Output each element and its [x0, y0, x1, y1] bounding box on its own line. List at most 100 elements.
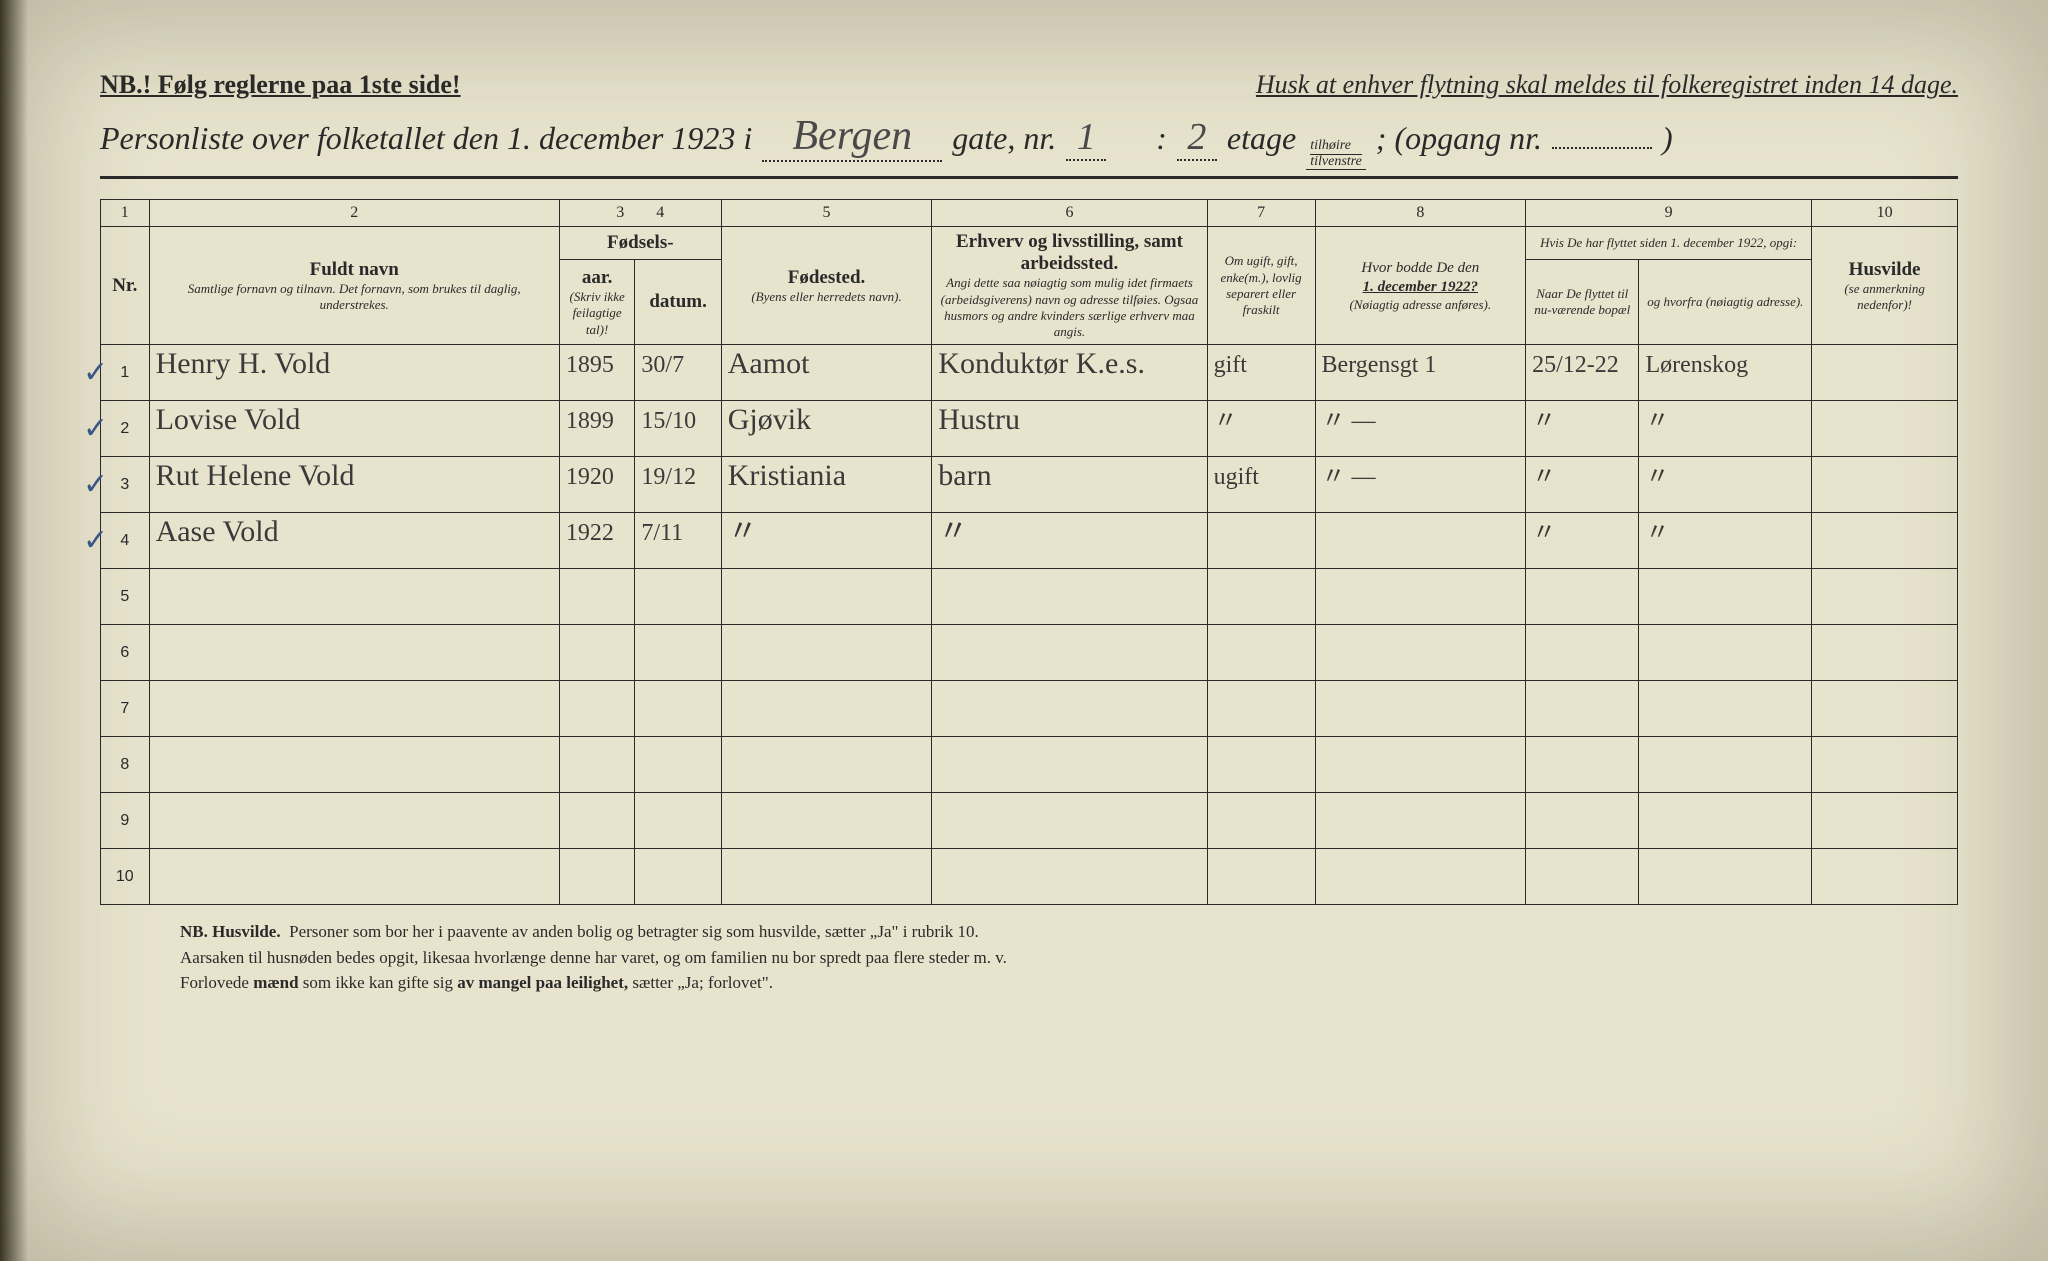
table-row: ✓1Henry H. Vold189530/7AamotKonduktør K.…	[101, 345, 1958, 401]
cell-bodde	[1315, 681, 1526, 737]
cell-name	[149, 569, 559, 625]
cell-erhverv: Konduktør K.e.s.	[932, 345, 1207, 401]
cell-husvilde	[1812, 681, 1958, 737]
row-number: 9	[101, 793, 150, 849]
side-fraction: tilhøire tilvenstre	[1306, 139, 1366, 170]
hdr-hvorfra: og hvorfra (nøiagtig adresse).	[1639, 260, 1812, 345]
cell-fodested	[721, 625, 932, 681]
cell-aar: 1895	[559, 345, 635, 401]
table-row: ✓3Rut Helene Vold192019/12Kristianiabarn…	[101, 457, 1958, 513]
colnum-6: 6	[932, 200, 1207, 227]
cell-husvilde	[1812, 737, 1958, 793]
cell-bodde	[1315, 737, 1526, 793]
colnum-2: 2	[149, 200, 559, 227]
census-table: 1 2 3 4 5 6 7 8 9 10 Nr. Fuldt navn Samt…	[100, 199, 1958, 905]
cell-husvilde	[1812, 625, 1958, 681]
hdr-aar: aar. (Skriv ikke feilagtige tal)!	[559, 260, 635, 345]
cell-naar	[1526, 681, 1639, 737]
frac-bot: tilvenstre	[1310, 155, 1362, 170]
cell-aar	[559, 625, 635, 681]
cell-bodde	[1315, 569, 1526, 625]
etage-label: etage	[1227, 120, 1296, 157]
hdr-datum: datum.	[635, 260, 721, 345]
cell-fodested	[721, 849, 932, 905]
check-icon: ✓	[83, 467, 108, 502]
cell-husvilde	[1812, 849, 1958, 905]
row-number: ✓4	[101, 513, 150, 569]
colnum-1: 1	[101, 200, 150, 227]
nb-follow-rules: NB.! Følg reglerne paa 1ste side!	[100, 70, 461, 100]
footnote-l2: Aarsaken til husnøden bedes opgit, likes…	[180, 948, 1007, 967]
cell-hvorfra: 〃	[1639, 513, 1812, 569]
cell-civil	[1207, 793, 1315, 849]
cell-erhverv: Hustru	[932, 401, 1207, 457]
table-row: 6	[101, 625, 1958, 681]
cell-erhverv	[932, 849, 1207, 905]
hdr-fodested: Fødested. (Byens eller herredets navn).	[721, 227, 932, 345]
cell-hvorfra	[1639, 793, 1812, 849]
cell-fodested: 〃	[721, 513, 932, 569]
cell-erhverv	[932, 625, 1207, 681]
colnum-3-4: 3 4	[559, 200, 721, 227]
footnote: NB. Husvilde. Personer som bor her i paa…	[100, 919, 1958, 996]
cell-fodested	[721, 793, 932, 849]
gate-label: gate, nr.	[952, 120, 1056, 157]
colnum-8: 8	[1315, 200, 1526, 227]
hdr-fodsels: Fødsels-	[559, 227, 721, 260]
cell-aar	[559, 569, 635, 625]
hdr-civil: Om ugift, gift, enke(m.), lovlig separer…	[1207, 227, 1315, 345]
cell-name	[149, 793, 559, 849]
colnum-7: 7	[1207, 200, 1315, 227]
cell-naar	[1526, 737, 1639, 793]
cell-husvilde	[1812, 513, 1958, 569]
cell-datum: 19/12	[635, 457, 721, 513]
row-number: 10	[101, 849, 150, 905]
colnum-10: 10	[1812, 200, 1958, 227]
cell-hvorfra	[1639, 625, 1812, 681]
cell-datum	[635, 849, 721, 905]
cell-datum	[635, 793, 721, 849]
row-number: 5	[101, 569, 150, 625]
cell-fodested	[721, 737, 932, 793]
cell-erhverv: barn	[932, 457, 1207, 513]
title-line: Personliste over folketallet den 1. dece…	[100, 112, 1958, 179]
cell-hvorfra: 〃	[1639, 457, 1812, 513]
cell-name: Aase Vold	[149, 513, 559, 569]
hdr-erhverv: Erhverv og livsstilling, samt arbeidsste…	[932, 227, 1207, 345]
cell-bodde	[1315, 793, 1526, 849]
cell-datum: 30/7	[635, 345, 721, 401]
cell-civil	[1207, 625, 1315, 681]
cell-fodested	[721, 681, 932, 737]
cell-husvilde	[1812, 793, 1958, 849]
cell-erhverv	[932, 793, 1207, 849]
cell-civil	[1207, 849, 1315, 905]
cell-erhverv: 〃	[932, 513, 1207, 569]
cell-erhverv	[932, 569, 1207, 625]
cell-naar	[1526, 849, 1639, 905]
cell-name	[149, 737, 559, 793]
table-row: ✓4Aase Vold19227/11〃〃〃〃	[101, 513, 1958, 569]
row-number: ✓1	[101, 345, 150, 401]
cell-naar: 〃	[1526, 513, 1639, 569]
cell-name	[149, 681, 559, 737]
census-form: NB.! Følg reglerne paa 1ste side! Husk a…	[40, 20, 2018, 1231]
cell-name: Lovise Vold	[149, 401, 559, 457]
cell-hvorfra	[1639, 849, 1812, 905]
cell-aar: 1922	[559, 513, 635, 569]
cell-name: Henry H. Vold	[149, 345, 559, 401]
cell-datum: 7/11	[635, 513, 721, 569]
row-number: 6	[101, 625, 150, 681]
row-number: ✓2	[101, 401, 150, 457]
cell-datum	[635, 625, 721, 681]
frac-top: tilhøire	[1310, 139, 1362, 155]
cell-erhverv	[932, 681, 1207, 737]
cell-bodde: 〃 —	[1315, 457, 1526, 513]
cell-naar: 〃	[1526, 401, 1639, 457]
opgang-value	[1552, 147, 1652, 149]
close-paren: )	[1662, 120, 1673, 157]
cell-name	[149, 849, 559, 905]
cell-aar	[559, 681, 635, 737]
gate-nr-value: 1	[1066, 115, 1106, 161]
cell-civil: 〃	[1207, 401, 1315, 457]
hdr-flyttet: Hvis De har flyttet siden 1. december 19…	[1526, 227, 1812, 260]
